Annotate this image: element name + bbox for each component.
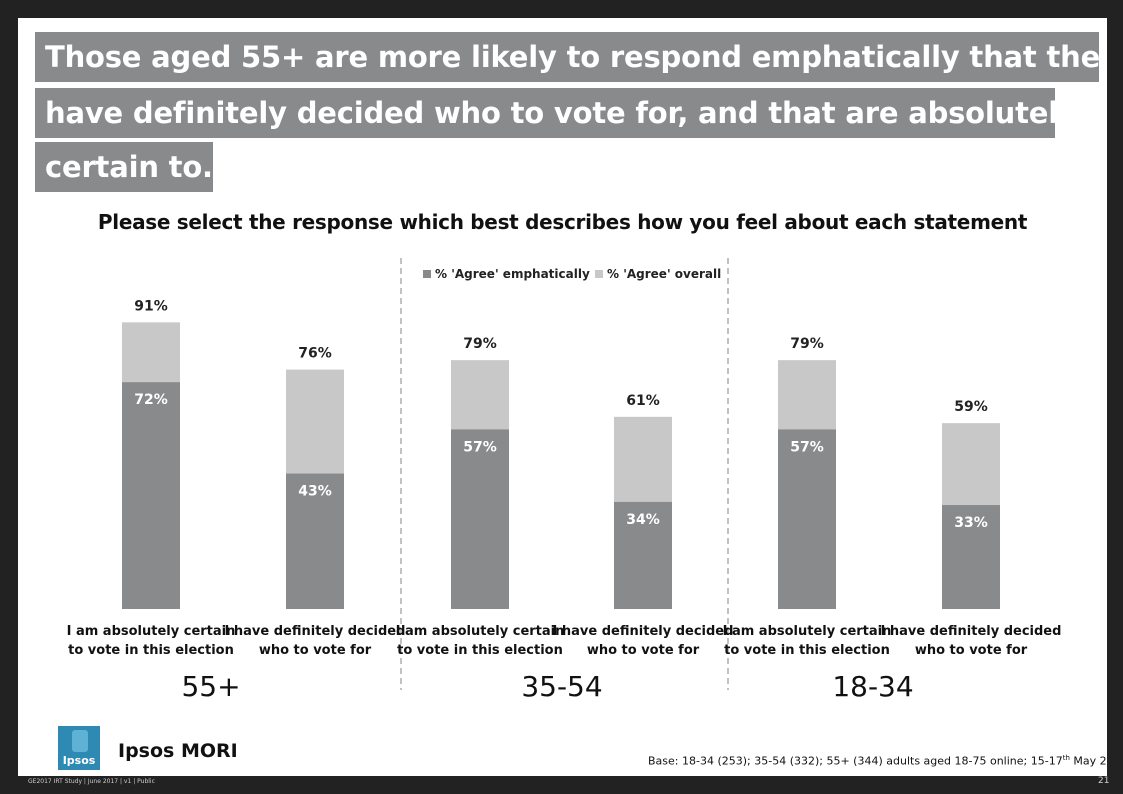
- legend-swatch-emphatic: [423, 270, 431, 278]
- data-label-emphatic-4: 34%: [626, 512, 660, 528]
- bar-emphatic-4: [614, 501, 672, 609]
- data-label-emphatic-6: 33%: [954, 515, 988, 531]
- page-number: 21: [1098, 776, 1110, 786]
- category-label-5-line1: I am absolutely certain: [723, 624, 892, 639]
- brand-name: Ipsos MORI: [118, 740, 238, 762]
- category-label-2-line1: I have definitely decided: [225, 624, 406, 639]
- legend-label-emphatic: % 'Agree' emphatically: [435, 267, 590, 281]
- category-label-5-line2: to vote in this election: [724, 643, 890, 658]
- data-label-emphatic-1: 72%: [134, 392, 168, 408]
- title-line-1: Those aged 55+ are more likely to respon…: [35, 32, 1107, 82]
- title-line-3: certain to.: [35, 142, 213, 192]
- footer-text: GE2017 IRT Study | June 2017 | v1 | Publ…: [28, 778, 155, 785]
- chart-subtitle: Please select the response which best de…: [97, 210, 1028, 234]
- category-label-2-line2: who to vote for: [259, 643, 372, 658]
- data-label-overall-2: 76%: [298, 346, 332, 362]
- category-label-6-line1: I have definitely decided: [881, 624, 1062, 639]
- legend-label-overall: % 'Agree' overall: [607, 267, 721, 281]
- base-note: Base: 18-34 (253); 35-54 (332); 55+ (344…: [648, 754, 1107, 768]
- bar-chart: % 'Agree' emphatically % 'Agree' overall 9…: [67, 258, 1062, 703]
- group-label-3: 18-34: [832, 670, 913, 703]
- title-line-2: have definitely decided who to vote for,…: [35, 88, 1077, 138]
- bar-emphatic-1: [122, 382, 180, 609]
- data-label-overall-3: 79%: [463, 336, 497, 352]
- data-label-emphatic-2: 43%: [298, 484, 332, 500]
- group-label-1: 55+: [181, 670, 240, 703]
- legend-swatch-overall: [595, 270, 603, 278]
- category-label-4-line1: I have definitely decided: [553, 624, 734, 639]
- data-label-overall-5: 79%: [790, 336, 824, 352]
- category-label-1-line2: to vote in this election: [68, 643, 234, 658]
- data-label-overall-4: 61%: [626, 393, 660, 409]
- ipsos-logo: Ipsos: [58, 726, 100, 770]
- data-label-overall-1: 91%: [134, 298, 168, 314]
- group-label-2: 35-54: [521, 670, 602, 703]
- category-label-3-line2: to vote in this election: [397, 643, 563, 658]
- logo-text: Ipsos: [62, 754, 96, 767]
- base-note-text: Base: 18-34 (253); 35-54 (332); 55+ (344…: [648, 754, 1063, 768]
- data-label-overall-6: 59%: [954, 399, 988, 415]
- data-label-emphatic-5: 57%: [790, 439, 824, 455]
- bar-emphatic-2: [286, 473, 344, 609]
- slide: Those aged 55+ are more likely to respon…: [18, 18, 1107, 776]
- bar-emphatic-6: [942, 505, 1000, 609]
- logo-mark: [72, 730, 88, 752]
- base-note-superscript: th: [1062, 754, 1070, 762]
- data-label-emphatic-3: 57%: [463, 439, 497, 455]
- category-label-4-line2: who to vote for: [587, 643, 700, 658]
- bar-emphatic-3: [451, 429, 509, 609]
- category-label-6-line2: who to vote for: [915, 643, 1028, 658]
- base-note-end: May 2017: [1073, 754, 1107, 768]
- category-label-1-line1: I am absolutely certain: [67, 624, 236, 639]
- bar-emphatic-5: [778, 429, 836, 609]
- category-label-3-line1: I am absolutely certain: [396, 624, 565, 639]
